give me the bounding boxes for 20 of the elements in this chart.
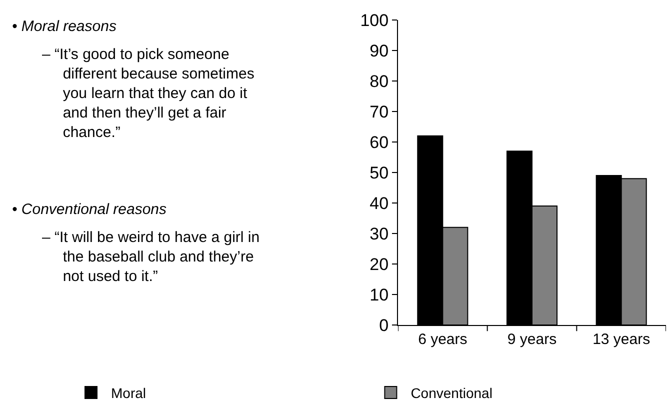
y-tick-label: 50: [370, 163, 389, 182]
legend-label: Moral: [111, 384, 146, 401]
y-tick-label: 40: [370, 194, 389, 213]
y-tick-label: 60: [370, 132, 389, 152]
text: – “It will be weird to have a girl in the baseball club and they’re not used to it.”: [42, 229, 260, 285]
y-tick-label: 90: [370, 41, 389, 60]
x-tick-label: 9 years: [507, 331, 557, 348]
y-tick-label: 70: [370, 102, 389, 122]
text: – “It’s good to pick someone different because sometimes you learn that they can do it and then they’ll get a fair chance.”: [42, 46, 254, 141]
x-tick-label: 13 years: [592, 331, 650, 348]
y-tick-label: 80: [370, 72, 389, 91]
y-tick-label: 10: [370, 285, 389, 304]
text: • Moral reasons: [12, 18, 117, 35]
y-tick-label: 0: [379, 316, 389, 335]
y-tick-label: 20: [370, 254, 389, 274]
legend-label: Conventional: [410, 384, 492, 401]
x-tick-label: 6 years: [418, 331, 468, 348]
text: • Conventional reasons: [12, 201, 168, 218]
y-tick-label: 100: [360, 10, 389, 30]
y-tick-label: 30: [370, 224, 389, 244]
